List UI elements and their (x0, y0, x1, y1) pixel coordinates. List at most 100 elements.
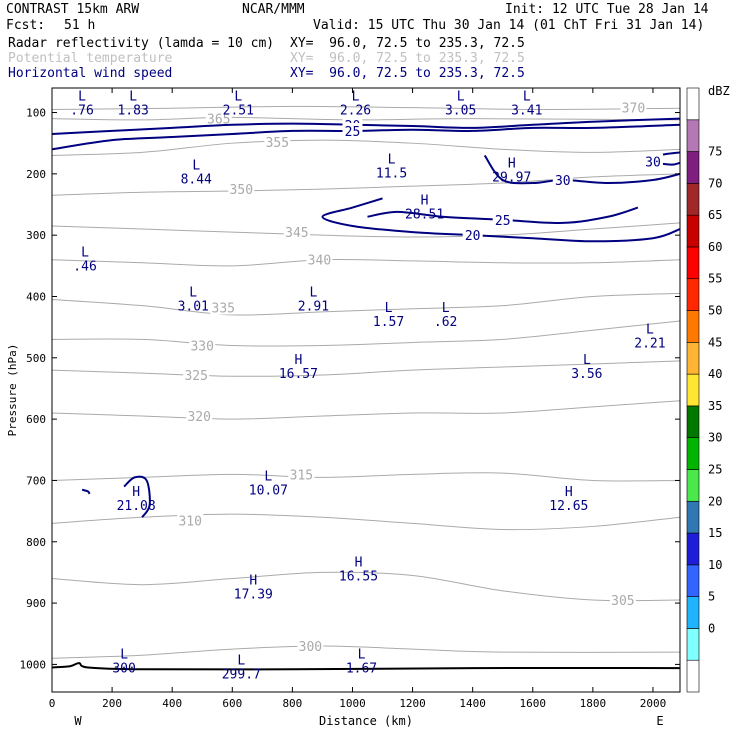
extremum-marker: L8.44 (181, 159, 212, 188)
extremum-marker: L2.51 (223, 89, 254, 118)
extremum-type: L (646, 322, 654, 337)
center-label: NCAR/MMM (242, 2, 305, 17)
extremum-marker: L3.56 (571, 353, 602, 382)
x-tick-label: 0 (49, 697, 56, 710)
extremum-type: H (421, 194, 429, 209)
extremum-value: 300 (112, 661, 135, 676)
colorbar-level-label: 45 (708, 335, 722, 349)
extremum-value: 10.07 (249, 483, 288, 498)
extremum-type: L (189, 285, 197, 300)
x-tick-label: 400 (162, 697, 182, 710)
extremum-type: H (249, 574, 257, 589)
extremum-type: L (234, 89, 242, 104)
extremum-type: H (508, 157, 516, 172)
theta-contour (51, 360, 681, 377)
extremum-type: L (583, 353, 591, 368)
extremum-value: 2.91 (298, 299, 329, 314)
wind-label-bg (462, 227, 483, 243)
colorbar-swatch (686, 437, 700, 470)
extremum-value: 2.21 (634, 336, 665, 351)
init-time: Init: 12 UTC Tue 28 Jan 14 (505, 2, 709, 17)
extremum-type: H (355, 555, 363, 570)
extremum-value: 17.39 (234, 588, 273, 603)
extremum-value: 11.5 (376, 166, 407, 181)
colorbar-swatch (686, 373, 700, 407)
extremum-type: L (385, 301, 393, 316)
wind-label-bg (552, 171, 573, 187)
field-reflectivity-xy: XY= 96.0, 72.5 to 235.3, 72.5 (290, 36, 525, 51)
extremum-type: L (457, 89, 465, 104)
extremum-value: 3.56 (571, 367, 602, 382)
extremum-type: L (120, 647, 128, 662)
theta-contour (51, 139, 681, 156)
colorbar-swatch (686, 151, 700, 184)
theta-label-bg (264, 133, 291, 149)
reflectivity-contour (51, 662, 681, 671)
theta-label-bg (177, 512, 204, 528)
wind-contour-label: 25 (345, 125, 361, 140)
theta-contour (51, 320, 681, 347)
colorbar-swatch (686, 214, 700, 248)
colorbar-swatch (686, 532, 700, 566)
theta-contour-label: 330 (190, 340, 213, 355)
y-tick-label: 600 (26, 413, 46, 426)
valid-time: Valid: 15 UTC Thu 30 Jan 14 (01 ChT Fri … (313, 18, 705, 33)
colorbar-level-label: 70 (708, 176, 722, 190)
theta-contour-label: 300 (299, 640, 322, 655)
fcst-value: 51 h (64, 18, 96, 33)
field-reflectivity-name: Radar reflectivity (lamda = 10 cm) (8, 36, 275, 51)
extremum-marker: L.62 (434, 301, 457, 330)
extremum-type: H (565, 485, 573, 500)
extremum-value: 29.97 (492, 171, 531, 186)
colorbar-level-label: 65 (708, 208, 722, 222)
colorbar-level-label: 5 (708, 590, 715, 604)
wind-contour-label: 20 (465, 229, 481, 244)
theta-contour-label: 350 (230, 183, 253, 198)
extremum-marker: L2.21 (634, 322, 665, 351)
extremum-marker: H17.39 (234, 574, 273, 603)
field-wind-xy: XY= 96.0, 72.5 to 235.3, 72.5 (290, 66, 525, 81)
extremum-value: 1.67 (346, 661, 377, 676)
plot-frame (51, 87, 681, 693)
extremum-type: L (78, 89, 86, 104)
x-axis-west-label: W (74, 714, 82, 728)
colorbar-unit: dBZ (708, 84, 730, 98)
x-tick-label: 1200 (399, 697, 426, 710)
extremum-type: H (132, 485, 140, 500)
colorbar-swatch (686, 628, 700, 661)
y-tick-label: 700 (26, 474, 46, 487)
theta-label-bg (306, 251, 333, 267)
colorbar-swatch (686, 469, 700, 502)
colorbar-level-label: 10 (708, 558, 722, 572)
colorbar-level-label: 15 (708, 526, 722, 540)
x-tick-label: 600 (222, 697, 242, 710)
colorbar-level-label: 50 (708, 304, 722, 318)
colorbar-level-label: 0 (708, 621, 715, 635)
colorbar-level-label: 55 (708, 272, 722, 286)
wind-contour-label: 30 (645, 156, 661, 171)
colorbar-swatch (686, 564, 700, 597)
colorbar-swatch (686, 183, 700, 216)
wind-contour (81, 488, 91, 495)
y-tick-label: 900 (26, 597, 46, 610)
extremum-marker: L1.83 (117, 89, 148, 118)
colorbar-level-label: 25 (708, 462, 722, 476)
fcst-label: Fcst: (6, 18, 46, 33)
extremum-type: L (523, 89, 531, 104)
extremum-marker: L2.26 (340, 89, 371, 118)
extremum-value: 8.44 (181, 173, 212, 188)
theta-label-bg (283, 224, 310, 240)
theta-label-bg (210, 299, 237, 315)
extremum-type: L (129, 89, 137, 104)
x-tick-label: 2000 (640, 697, 667, 710)
field-theta-name: Potential temperature (8, 51, 173, 66)
theta-contour (51, 571, 681, 602)
colorbar-level-label: 75 (708, 145, 722, 159)
extremum-type: L (81, 246, 89, 261)
theta-contour (51, 105, 681, 110)
extremum-marker: L.46 (73, 246, 96, 275)
extremum-marker: L1.57 (373, 301, 404, 330)
extremum-value: .76 (70, 103, 93, 118)
